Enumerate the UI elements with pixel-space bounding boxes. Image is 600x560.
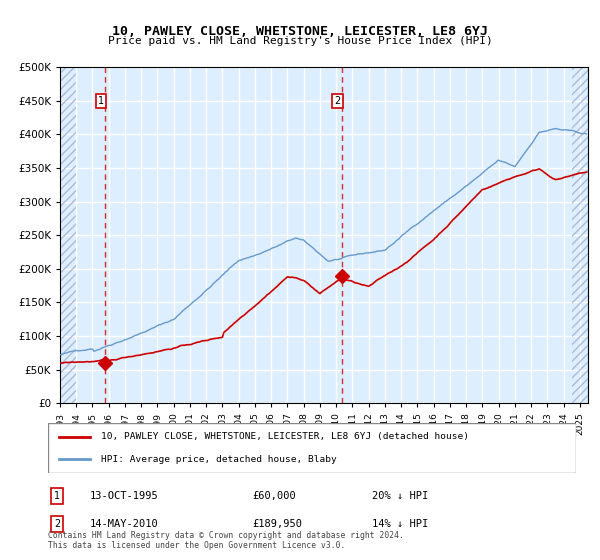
Bar (60, 67, 76, 403)
Text: Price paid vs. HM Land Registry's House Price Index (HPI): Price paid vs. HM Land Registry's House … (107, 36, 493, 46)
Text: £60,000: £60,000 (252, 491, 296, 501)
Text: 2: 2 (334, 96, 341, 106)
FancyBboxPatch shape (48, 423, 576, 473)
Text: 13-OCT-1995: 13-OCT-1995 (90, 491, 159, 501)
Bar (572, 67, 588, 403)
Bar (60, 67, 76, 403)
Text: 2: 2 (54, 519, 60, 529)
Text: 10, PAWLEY CLOSE, WHETSTONE, LEICESTER, LE8 6YJ (detached house): 10, PAWLEY CLOSE, WHETSTONE, LEICESTER, … (101, 432, 469, 441)
Text: 10, PAWLEY CLOSE, WHETSTONE, LEICESTER, LE8 6YJ: 10, PAWLEY CLOSE, WHETSTONE, LEICESTER, … (112, 25, 488, 38)
Text: 14-MAY-2010: 14-MAY-2010 (90, 519, 159, 529)
Text: 1: 1 (54, 491, 60, 501)
Text: 20% ↓ HPI: 20% ↓ HPI (372, 491, 428, 501)
Text: 14% ↓ HPI: 14% ↓ HPI (372, 519, 428, 529)
Bar (572, 67, 588, 403)
Text: £189,950: £189,950 (252, 519, 302, 529)
Text: 1: 1 (98, 96, 104, 106)
Text: HPI: Average price, detached house, Blaby: HPI: Average price, detached house, Blab… (101, 455, 337, 464)
Text: Contains HM Land Registry data © Crown copyright and database right 2024.
This d: Contains HM Land Registry data © Crown c… (48, 530, 404, 550)
